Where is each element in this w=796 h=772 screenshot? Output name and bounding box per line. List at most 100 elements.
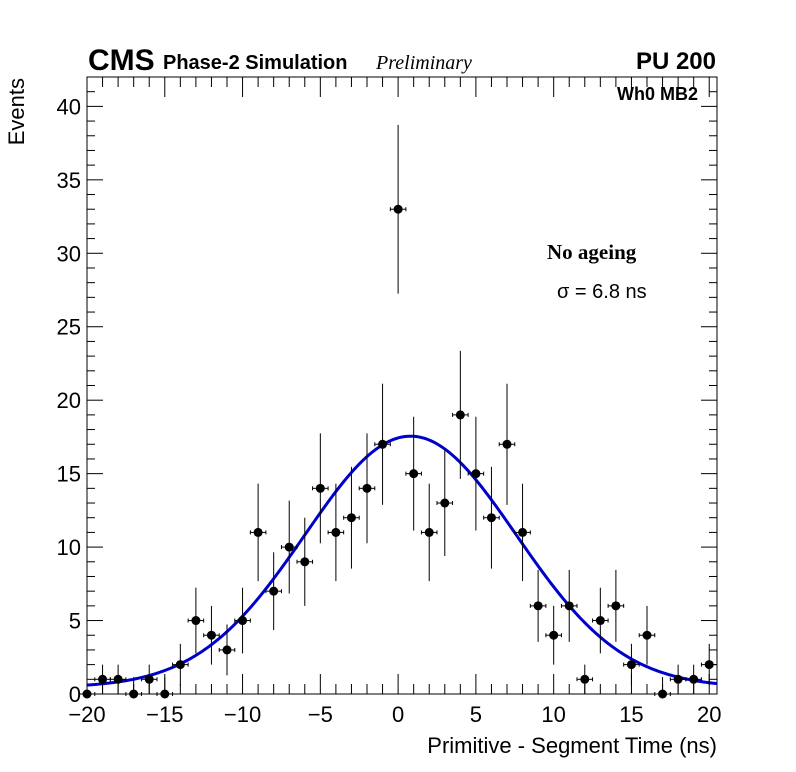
- status-label: Preliminary: [375, 52, 472, 74]
- data-marker: [253, 527, 263, 537]
- data-point: [436, 450, 454, 556]
- pileup-label: PU 200: [636, 48, 716, 75]
- data-marker: [144, 674, 154, 684]
- data-point: [109, 664, 127, 694]
- data-marker: [642, 630, 652, 640]
- data-point: [623, 643, 640, 686]
- data-marker: [98, 674, 108, 684]
- data-point: [420, 483, 438, 582]
- x-tick-label: 15: [619, 702, 643, 727]
- data-marker: [300, 557, 310, 567]
- x-tick-label: 0: [392, 702, 404, 727]
- y-tick-label: 30: [57, 241, 81, 266]
- data-marker: [331, 527, 341, 537]
- x-tick-label: 10: [541, 702, 565, 727]
- data-point: [343, 466, 360, 569]
- condition-label: No ageing: [547, 240, 637, 264]
- data-point: [654, 677, 671, 699]
- data-marker: [673, 674, 683, 684]
- data-marker: [471, 469, 481, 479]
- data-marker: [269, 586, 279, 596]
- data-marker: [191, 616, 201, 626]
- data-point: [327, 483, 345, 582]
- data-point: [560, 569, 578, 642]
- y-tick-label: 0: [69, 682, 81, 707]
- data-point: [358, 433, 376, 544]
- plot-frame: [86, 76, 718, 695]
- data-point: [234, 587, 251, 654]
- sigma-label: σ = 6.8 ns: [557, 281, 647, 303]
- data-marker: [564, 601, 574, 611]
- data-marker: [129, 689, 139, 699]
- data-marker: [315, 483, 325, 493]
- data-marker: [362, 483, 372, 493]
- subtitle-label: Phase-2 Simulation: [163, 52, 348, 74]
- data-point: [545, 605, 562, 665]
- y-tick-label: 15: [57, 462, 81, 487]
- x-tick-label: −5: [308, 702, 333, 727]
- data-marker: [533, 601, 543, 611]
- fit-curve-group: [86, 434, 718, 687]
- data-point: [265, 552, 282, 631]
- data-point: [638, 605, 656, 665]
- data-marker: [486, 513, 496, 523]
- data-marker: [704, 660, 714, 670]
- data-marker: [346, 513, 356, 523]
- data-points-group: [78, 124, 718, 699]
- y-tick-label: 35: [57, 168, 81, 193]
- data-marker: [222, 645, 232, 655]
- data-marker: [658, 689, 668, 699]
- data-point: [187, 587, 205, 654]
- data-point: [296, 517, 314, 606]
- data-marker: [378, 439, 388, 449]
- data-marker: [549, 630, 559, 640]
- data-marker: [206, 630, 216, 640]
- data-marker: [595, 616, 605, 626]
- data-point: [374, 383, 391, 505]
- data-point: [576, 664, 594, 694]
- data-marker: [284, 542, 294, 552]
- data-point: [280, 500, 298, 594]
- x-tick-label: −20: [68, 702, 105, 727]
- data-point: [529, 569, 547, 642]
- x-tick-label: −15: [146, 702, 183, 727]
- data-point: [125, 677, 142, 699]
- data-point: [312, 433, 329, 544]
- y-tick-label: 5: [69, 609, 81, 634]
- data-point: [94, 664, 111, 694]
- data-point: [700, 643, 718, 686]
- data-marker: [518, 527, 528, 537]
- data-point: [685, 664, 702, 694]
- data-point: [249, 483, 267, 582]
- data-marker: [238, 616, 248, 626]
- data-marker: [393, 204, 403, 214]
- data-point: [218, 624, 236, 676]
- x-tick-label: 5: [470, 702, 482, 727]
- data-point: [203, 605, 220, 665]
- data-point: [669, 664, 687, 694]
- data-marker: [611, 601, 621, 611]
- data-marker: [455, 410, 465, 420]
- data-marker: [160, 689, 170, 699]
- data-point: [140, 664, 158, 694]
- data-point: [172, 643, 189, 686]
- data-marker: [409, 469, 419, 479]
- data-point: [514, 483, 531, 582]
- data-point: [607, 569, 625, 642]
- data-point: [156, 677, 174, 699]
- chamber-label: Wh0 MB2: [617, 84, 698, 104]
- data-marker: [440, 498, 450, 508]
- data-marker: [580, 674, 590, 684]
- data-point: [78, 677, 96, 699]
- data-point: [467, 416, 485, 531]
- data-marker: [113, 674, 123, 684]
- experiment-label: CMS: [88, 44, 155, 77]
- y-tick-label: 20: [57, 388, 81, 413]
- data-marker: [689, 674, 699, 684]
- data-marker: [626, 660, 636, 670]
- data-point: [592, 587, 609, 654]
- data-point: [498, 383, 516, 505]
- data-point: [452, 350, 469, 479]
- y-axis-title: Events: [4, 78, 29, 145]
